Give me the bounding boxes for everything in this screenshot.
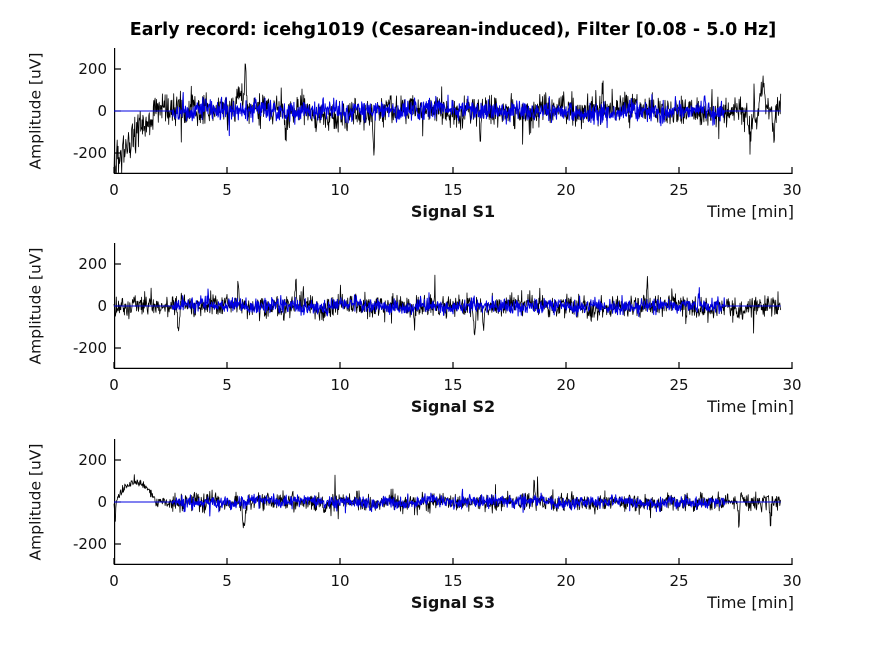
x-tick-label: 10 [330, 376, 350, 394]
x-tick-label: 0 [109, 181, 119, 199]
y-axis-label: Amplitude [uV] [22, 435, 48, 569]
x-tick-label: 30 [782, 376, 802, 394]
x-tick-label: 20 [556, 376, 576, 394]
x-tick-label: 5 [222, 572, 232, 590]
filtered-signal-trace [114, 92, 781, 137]
x-tick-label: 0 [109, 572, 119, 590]
y-tick-label: 200 [78, 451, 107, 469]
x-tick-label: 30 [782, 181, 802, 199]
x-tick-label: 15 [443, 181, 463, 199]
x-axis-label-time: Time [min] [707, 593, 794, 612]
x-tick-label: 25 [669, 181, 689, 199]
x-axis-label-signal: Signal S3 [410, 593, 496, 612]
plot-svg [113, 48, 793, 175]
y-axis-label-text: Amplitude [uV] [26, 52, 45, 170]
y-tick-label: 0 [97, 493, 107, 511]
x-tick-label: 20 [556, 181, 576, 199]
x-tick-label: 15 [443, 572, 463, 590]
y-axis-label: Amplitude [uV] [22, 239, 48, 373]
y-tick-label: -200 [72, 535, 107, 553]
subplot-signal-s1: Amplitude [uV] Signal S1 Time [min] 0 5 10… [26, 48, 802, 221]
x-tick-label: 25 [669, 572, 689, 590]
x-tick-label: 25 [669, 376, 689, 394]
x-axis-label-signal: Signal S1 [410, 202, 496, 221]
plot-svg [113, 243, 793, 370]
raw-signal-trace [113, 63, 782, 174]
x-tick-label: 0 [109, 376, 119, 394]
x-tick-label: 20 [556, 572, 576, 590]
subplot-signal-s3: Amplitude [uV] Signal S3 Time [min] 0 5 10… [26, 439, 802, 612]
x-axis-label-signal: Signal S2 [410, 397, 496, 416]
x-axis-label-time: Time [min] [707, 202, 794, 221]
y-axis-label-text: Amplitude [uV] [26, 443, 45, 561]
y-axis-label-text: Amplitude [uV] [26, 247, 45, 365]
x-tick-label: 15 [443, 376, 463, 394]
plot-svg [113, 439, 793, 566]
y-tick-label: -200 [72, 339, 107, 357]
x-tick-label: 5 [222, 181, 232, 199]
y-tick-label: 0 [97, 102, 107, 120]
y-tick-label: 200 [78, 255, 107, 273]
plot-area [113, 243, 793, 370]
y-tick-label: -200 [72, 144, 107, 162]
y-tick-label: 0 [97, 297, 107, 315]
filtered-signal-trace [114, 287, 781, 317]
x-tick-label: 5 [222, 376, 232, 394]
y-tick-label: 200 [78, 60, 107, 78]
x-tick-label: 10 [330, 181, 350, 199]
x-tick-label: 10 [330, 572, 350, 590]
plot-area [113, 48, 793, 175]
plot-area [113, 439, 793, 566]
x-axis-label-time: Time [min] [707, 397, 794, 416]
figure-title: Early record: icehg1019 (Cesarean-induce… [129, 20, 777, 40]
filtered-signal-trace [114, 488, 781, 517]
y-axis-label: Amplitude [uV] [22, 44, 48, 178]
subplot-signal-s2: Amplitude [uV] Signal S2 Time [min] 0 5 10… [26, 243, 802, 416]
x-tick-label: 30 [782, 572, 802, 590]
